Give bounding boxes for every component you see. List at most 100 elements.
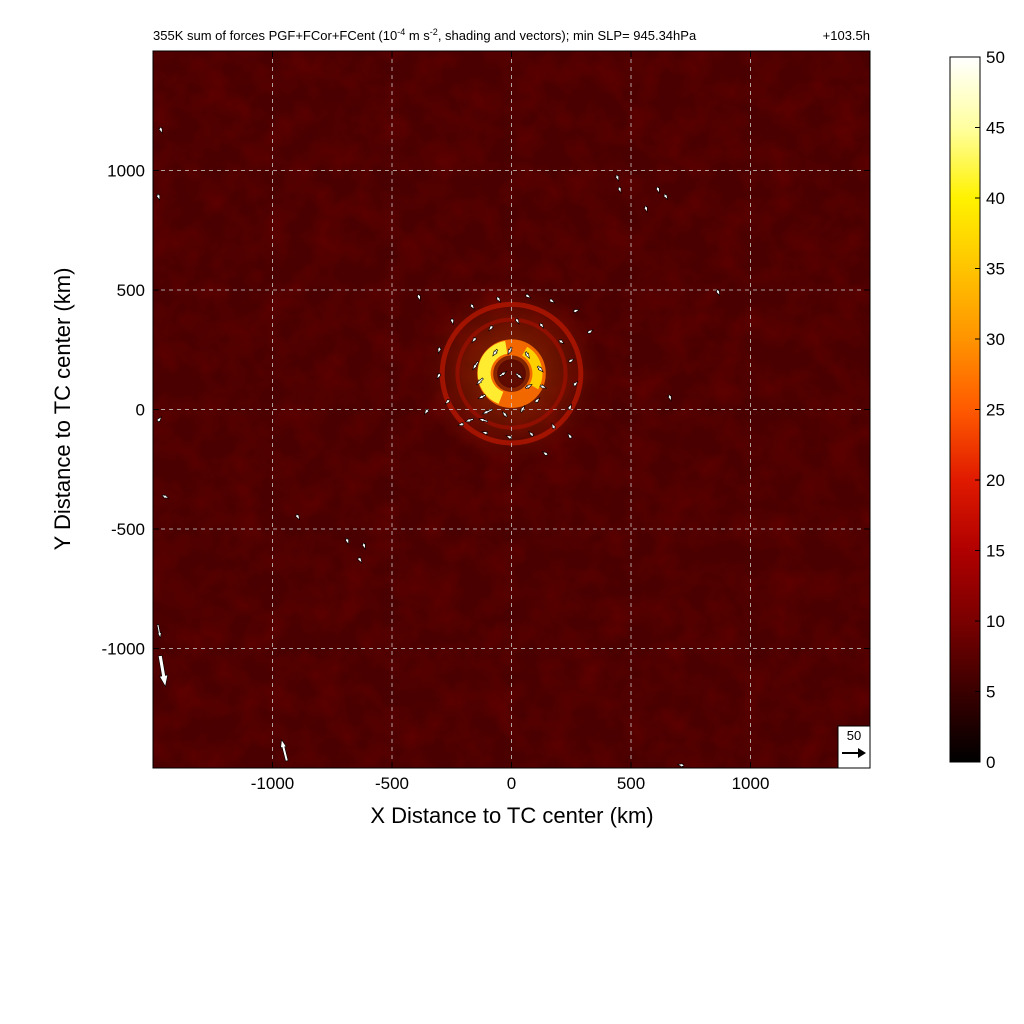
force-vector bbox=[524, 384, 533, 390]
force-vector bbox=[424, 408, 430, 416]
y-tick-label: 500 bbox=[117, 281, 145, 300]
x-tick-label: 0 bbox=[507, 774, 516, 793]
force-vector bbox=[477, 393, 486, 400]
x-axis-label: X Distance to TC center (km) bbox=[370, 803, 653, 828]
force-vector bbox=[551, 422, 557, 430]
x-tick-label: -500 bbox=[375, 774, 409, 793]
colorbar-tick-label: 35 bbox=[986, 260, 1005, 279]
x-tick-label: -1000 bbox=[251, 774, 294, 793]
force-vector bbox=[488, 324, 494, 332]
force-vector bbox=[515, 372, 524, 380]
force-vector bbox=[158, 126, 163, 135]
force-vector bbox=[481, 408, 494, 415]
force-vector bbox=[161, 494, 170, 499]
title-exponent-2: -2 bbox=[430, 27, 438, 37]
reference-vector-label: 50 bbox=[847, 728, 861, 743]
y-tick-label: -500 bbox=[111, 520, 145, 539]
force-vector bbox=[567, 403, 572, 411]
force-vector bbox=[492, 348, 499, 357]
force-vector bbox=[667, 394, 672, 402]
title-main: 355K sum of forces PGF+FCor+FCent (10 bbox=[153, 28, 397, 43]
force-vector bbox=[471, 336, 477, 344]
force-vector bbox=[524, 293, 532, 299]
colorbar-ticks: 0 5 10 15 20 25 30 35 40 45 50 bbox=[975, 48, 1005, 772]
title-middle: m s bbox=[405, 28, 430, 43]
force-vector bbox=[472, 360, 480, 371]
y-axis-ticks: -1000 -500 0 500 1000 bbox=[102, 162, 870, 659]
force-vector bbox=[464, 417, 474, 423]
force-vector bbox=[280, 738, 289, 762]
colorbar-tick-label: 20 bbox=[986, 471, 1005, 490]
force-vector bbox=[344, 537, 349, 546]
force-vector bbox=[541, 451, 549, 457]
force-vector bbox=[295, 513, 301, 521]
force-vector bbox=[436, 372, 442, 380]
colorbar-tick-label: 5 bbox=[986, 683, 995, 702]
force-vector bbox=[157, 655, 169, 688]
colorbar-tick-label: 50 bbox=[986, 48, 1005, 67]
force-vector bbox=[528, 430, 535, 437]
force-vector bbox=[558, 338, 565, 345]
force-vector bbox=[617, 186, 622, 194]
force-vector bbox=[495, 296, 501, 303]
force-vector bbox=[534, 397, 541, 404]
chart-title: 355K sum of forces PGF+FCor+FCent (10-4 … bbox=[153, 27, 697, 43]
force-vector bbox=[568, 358, 576, 364]
y-axis-label: Y Distance to TC center (km) bbox=[50, 268, 75, 551]
force-vector bbox=[361, 542, 366, 550]
reference-vector-box bbox=[837, 725, 871, 769]
force-vector bbox=[480, 431, 489, 436]
force-vector bbox=[444, 398, 451, 405]
force-vector bbox=[572, 380, 579, 387]
force-vector bbox=[449, 318, 455, 326]
force-vector bbox=[715, 289, 721, 297]
force-vector bbox=[614, 174, 619, 182]
title-rest: , shading and vectors); min SLP= 945.34h… bbox=[438, 28, 697, 43]
force-vector bbox=[548, 298, 556, 304]
force-vector bbox=[505, 435, 513, 440]
vector-field bbox=[155, 126, 721, 768]
force-vector bbox=[655, 186, 660, 194]
force-vector bbox=[457, 421, 465, 427]
reference-vector: 50 bbox=[837, 725, 871, 769]
force-vector bbox=[643, 205, 648, 213]
force-vector bbox=[156, 624, 162, 639]
y-tick-label: -1000 bbox=[102, 640, 145, 659]
force-vector bbox=[514, 317, 520, 325]
force-vector bbox=[536, 365, 544, 373]
colorbar-tick-label: 30 bbox=[986, 330, 1005, 349]
x-tick-label: 1000 bbox=[732, 774, 770, 793]
force-vector bbox=[477, 418, 489, 423]
force-vector bbox=[567, 432, 573, 440]
colorbar-tick-label: 15 bbox=[986, 542, 1005, 561]
reference-vector-arrowhead bbox=[858, 748, 866, 758]
title-exponent-1: -4 bbox=[397, 27, 405, 37]
x-axis-ticks: -1000 -500 0 500 1000 bbox=[251, 51, 770, 793]
force-vector bbox=[416, 294, 421, 302]
outer-ring bbox=[439, 301, 584, 446]
x-tick-label: 500 bbox=[617, 774, 645, 793]
plot-area bbox=[153, 51, 870, 768]
force-vector bbox=[155, 193, 161, 201]
time-label: +103.5h bbox=[823, 28, 870, 43]
force-vector bbox=[507, 346, 513, 356]
colorbar-tick-label: 25 bbox=[986, 401, 1005, 420]
force-vector bbox=[538, 322, 545, 330]
force-vector bbox=[498, 371, 508, 378]
force-vector bbox=[539, 384, 548, 389]
colorbar-tick-label: 0 bbox=[986, 753, 995, 772]
colorbar-tick-label: 40 bbox=[986, 189, 1005, 208]
colorbar-tick-label: 10 bbox=[986, 612, 1005, 631]
colorbar-tick-label: 45 bbox=[986, 119, 1005, 138]
force-vector bbox=[519, 404, 526, 413]
force-vector bbox=[156, 415, 162, 423]
force-vector bbox=[437, 346, 442, 355]
force-vector bbox=[501, 410, 508, 418]
force-vector bbox=[573, 309, 581, 314]
y-tick-label: 1000 bbox=[107, 162, 145, 181]
force-vector bbox=[469, 303, 475, 311]
force-vector bbox=[663, 193, 669, 201]
force-vector bbox=[524, 351, 530, 360]
force-vector bbox=[676, 763, 685, 768]
